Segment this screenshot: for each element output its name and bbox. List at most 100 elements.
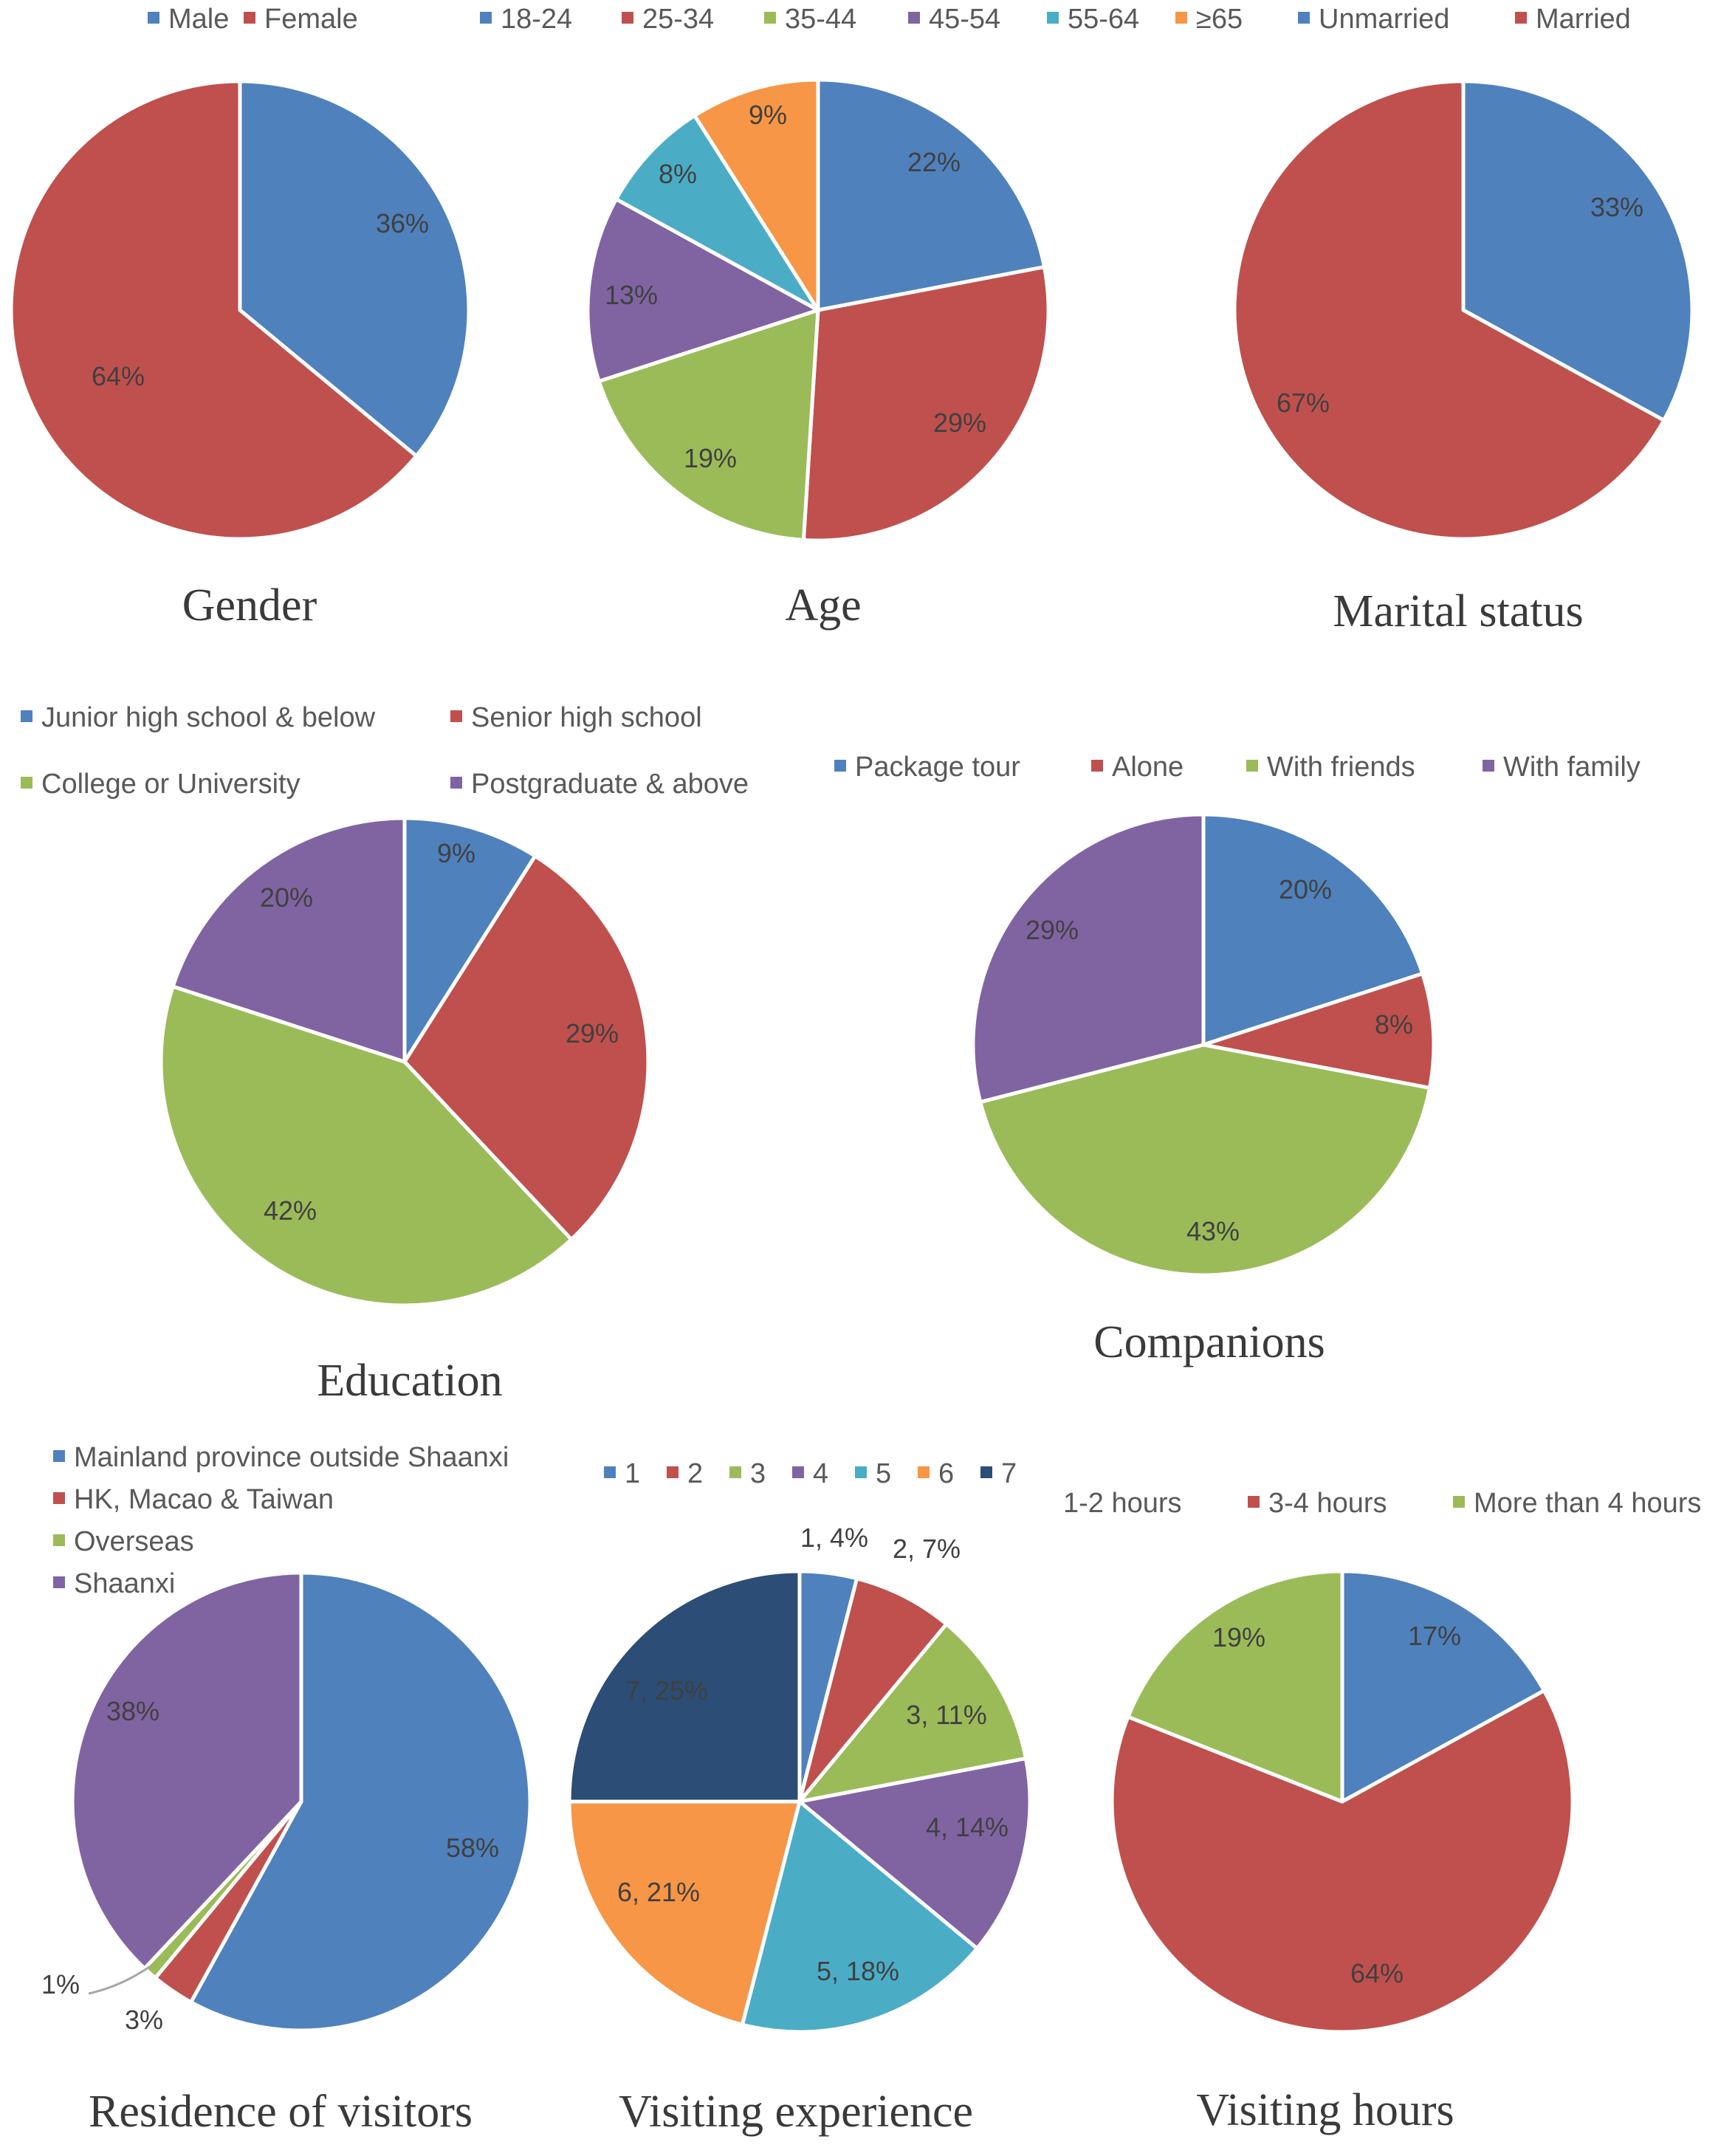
pie-chart-companions: 20% 8% 43% 29% Package tour Alone With friends… (834, 752, 1641, 1367)
chart-title-education: Education (317, 1356, 502, 1406)
data-label-education-college-or-university: 42% (264, 1195, 317, 1226)
pie-slice-marital-married (1232, 79, 1666, 541)
legend-label-education-postgraduate-above: Postgraduate & above (471, 769, 749, 800)
legend-marker-experience-3 (729, 1466, 741, 1478)
legend-marker-education-senior-high-school (450, 710, 462, 722)
legend-label-experience-1: 1 (625, 1458, 640, 1489)
pie-slice-experience-3 (797, 1622, 1028, 1804)
legend-marker-hours-3-4-hours (1248, 1496, 1260, 1508)
legend-marker-marital-married (1515, 12, 1527, 24)
legend-marker-education-college-or-university (21, 777, 32, 789)
data-label-hours-more-than-4-hours: 19% (1212, 1622, 1265, 1652)
data-label-hours-1-2-hours: 17% (1408, 1621, 1461, 1651)
pie-chart-education: 9% 29% 42% 20% Junior high school & below Sen… (21, 702, 749, 1406)
data-label-education-senior-high-school: 29% (566, 1018, 619, 1048)
data-label-age-18-24: 22% (907, 147, 961, 177)
data-label-age-45-54: 13% (605, 280, 658, 310)
pie-slice-age-18-24 (816, 78, 1046, 312)
data-label-experience-4: 4, 14% (926, 1812, 1009, 1842)
legend-label-age-55-64: 55-64 (1068, 4, 1139, 35)
data-label-residence-mainland-province-outside-shaanxi: 58% (446, 1833, 499, 1863)
chart-title-residence: Residence of visitors (89, 2087, 473, 2137)
legend-marker-gender-male (148, 12, 159, 24)
pie-slice-companions-alone (1201, 972, 1436, 1090)
pie-slice-companions-package-tour (1201, 812, 1425, 1047)
pie-slice-hours-3-4-hours (1110, 1689, 1575, 2034)
legend-label-experience-5: 5 (876, 1458, 891, 1489)
chart-title-age: Age (785, 580, 861, 631)
legend-label-experience-3: 3 (750, 1458, 766, 1489)
legend-marker-experience-1 (604, 1466, 616, 1478)
legend-label-age-65: ≥65 (1196, 4, 1243, 35)
chart-title-companions: Companions (1093, 1317, 1325, 1367)
pie-chart-experience: 1, 4% 2, 7% 3, 11% 4, 14% 5, 18% 6, 21% 7, 25%… (567, 1458, 1032, 2137)
legend-marker-residence-shaanxi (53, 1576, 65, 1588)
data-label-gender-male: 36% (376, 208, 429, 238)
legend-label-companions-package-tour: Package tour (855, 752, 1020, 783)
pie-slice-education-junior-high-school-below (402, 816, 537, 1064)
pie-slice-age-55-64 (614, 114, 820, 312)
data-label-education-junior-high-school-below: 9% (437, 838, 475, 868)
legend-marker-marital-unmarried (1298, 12, 1310, 24)
chart-title-hours: Visiting hours (1196, 2085, 1454, 2135)
legend-marker-age-55-64 (1047, 12, 1059, 24)
pie-slice-experience-5 (740, 1799, 979, 2034)
data-label-education-postgraduate-above: 20% (260, 882, 313, 913)
data-label-experience-6: 6, 21% (617, 1877, 700, 1907)
legend-marker-experience-7 (980, 1466, 992, 1478)
legend-marker-companions-alone (1091, 760, 1103, 772)
legend-label-age-25-34: 25-34 (642, 4, 714, 35)
legend-label-residence-shaanxi: Shaanxi (74, 1568, 175, 1599)
data-label-companions-package-tour: 20% (1279, 874, 1332, 904)
legend-marker-gender-female (244, 12, 255, 24)
pie-slice-experience-7 (567, 1569, 802, 1804)
legend-marker-residence-hk-macao-taiwan (53, 1492, 65, 1504)
legend-marker-age-18-24 (480, 12, 492, 24)
legend-marker-companions-with-friends (1246, 760, 1258, 772)
pie-slice-companions-with-family (971, 812, 1206, 1105)
data-label-residence-overseas: 1% (41, 1969, 80, 1999)
legend-marker-experience-4 (792, 1466, 804, 1478)
pie-slice-age-65 (693, 78, 820, 312)
legend-label-education-junior-high-school-below: Junior high school & below (41, 702, 376, 733)
pie-slice-hours-more-than-4-hours (1126, 1569, 1344, 1804)
legend-marker-education-postgraduate-above (450, 777, 462, 789)
legend-marker-education-junior-high-school-below (21, 710, 32, 722)
pie-slice-companions-with-friends (978, 1043, 1432, 1277)
leader-line-overseas (88, 1964, 152, 1995)
legend-label-gender-female: Female (264, 4, 358, 35)
legend-label-age-35-44: 35-44 (785, 4, 856, 35)
legend-label-companions-with-family: With family (1503, 752, 1641, 783)
legend-label-hours-1-2-hours: 1-2 hours (1063, 1488, 1182, 1519)
pie-slice-age-25-34 (801, 265, 1051, 543)
data-label-gender-female: 64% (92, 361, 145, 391)
legend-label-residence-mainland-province-outside-shaanxi: Mainland province outside Shaanxi (74, 1442, 509, 1473)
legend-label-age-18-24: 18-24 (501, 4, 572, 35)
data-label-age-25-34: 29% (933, 408, 986, 438)
legend-marker-age-45-54 (908, 12, 920, 24)
data-label-age-65: 9% (749, 100, 787, 130)
legend-label-marital-unmarried: Unmarried (1319, 4, 1449, 35)
legend-marker-experience-5 (855, 1466, 867, 1478)
data-label-residence-shaanxi: 38% (106, 1696, 159, 1726)
pie-slice-age-35-44 (597, 308, 820, 542)
data-label-experience-5: 5, 18% (817, 1956, 899, 1986)
legend-label-companions-with-friends: With friends (1267, 752, 1415, 783)
legend-label-experience-4: 4 (813, 1458, 828, 1489)
pie-slice-residence-shaanxi (70, 1570, 303, 1971)
pie-slice-hours-1-2-hours (1340, 1569, 1546, 1804)
pie-chart-gender: 36% 64% Male Female Gender (9, 4, 471, 631)
legend-label-hours-more-than-4-hours: More than 4 hours (1474, 1488, 1701, 1519)
pie-slice-gender-male (238, 79, 471, 459)
data-label-experience-2: 2, 7% (893, 1534, 961, 1564)
pie-slice-experience-6 (567, 1799, 802, 2027)
legend-marker-companions-with-family (1483, 760, 1494, 772)
pie-chart-marital: 33% 67% Unmarried Married Marital status (1232, 4, 1694, 636)
pie-chart-hours: 17% 64% 19% 1-2 hours 3-4 hours More than 4 h… (1063, 1488, 1701, 2135)
legend-label-residence-hk-macao-taiwan: HK, Macao & Taiwan (74, 1484, 334, 1515)
legend-marker-experience-6 (918, 1466, 930, 1478)
pie-slice-education-postgraduate-above (171, 816, 407, 1064)
data-label-experience-1: 1, 4% (800, 1522, 868, 1553)
legend-label-residence-overseas: Overseas (74, 1526, 194, 1557)
